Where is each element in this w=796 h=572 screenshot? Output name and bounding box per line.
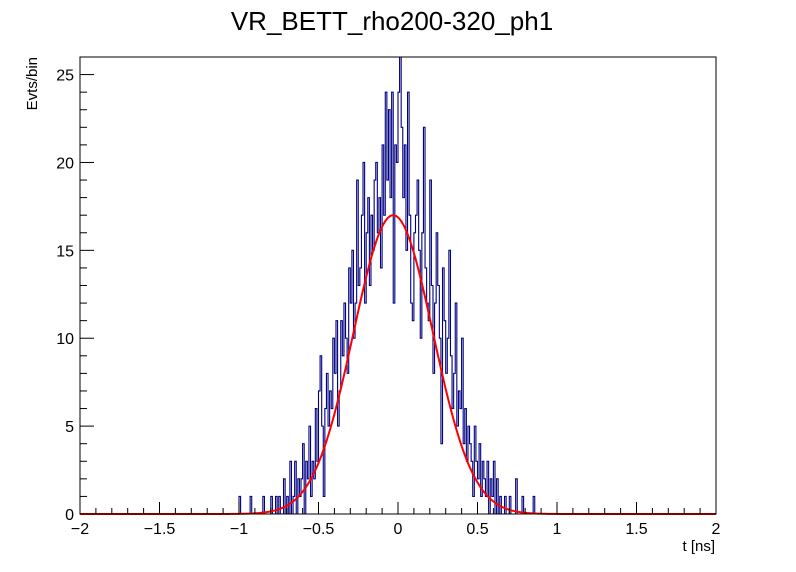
y-tick-label: 5 xyxy=(65,419,74,436)
chart-title: VR_BETT_rho200-320_ph1 xyxy=(231,6,553,36)
y-tick-label: 10 xyxy=(56,331,74,348)
x-tick-label: −1 xyxy=(230,521,248,538)
x-tick-label: 0.5 xyxy=(466,521,488,538)
x-tick-label: 0 xyxy=(394,521,403,538)
x-axis-label: t [ns] xyxy=(682,538,715,555)
y-tick-label: 15 xyxy=(56,243,74,260)
x-tick-label: 2 xyxy=(712,521,721,538)
x-tick-label: −0.5 xyxy=(303,521,335,538)
x-tick-label: 1.5 xyxy=(625,521,647,538)
y-tick-label: 0 xyxy=(65,507,74,524)
x-tick-labels: −2 −1.5 −1 −0.5 0 0.5 1 1.5 2 xyxy=(71,521,721,538)
y-axis-label: Evts/bin xyxy=(24,57,41,110)
x-tick-label: −1.5 xyxy=(144,521,176,538)
y-tick-labels: 0 5 10 15 20 25 xyxy=(56,68,74,524)
x-tick-label: 1 xyxy=(553,521,562,538)
y-tick-label: 20 xyxy=(56,155,74,172)
y-tick-label: 25 xyxy=(56,68,74,85)
axis-ticks xyxy=(79,56,717,515)
x-tick-label: −2 xyxy=(71,521,89,538)
